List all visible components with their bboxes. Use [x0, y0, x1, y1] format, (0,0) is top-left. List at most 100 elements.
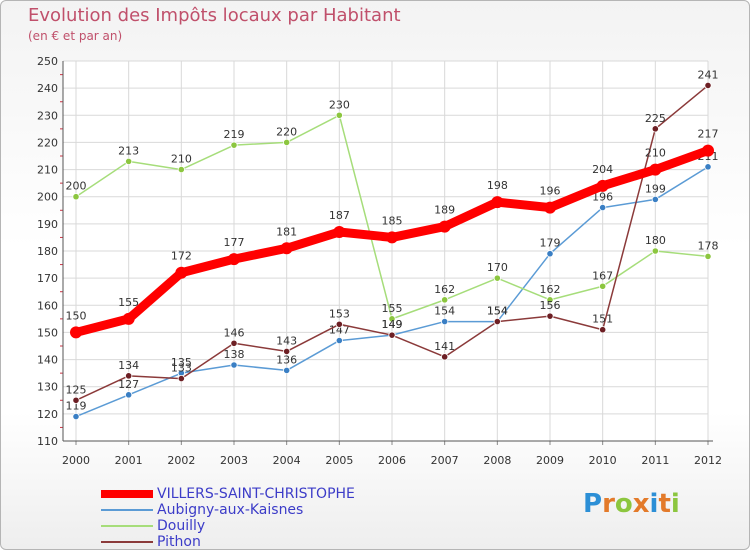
data-point-aubigny-aux-kaisnes — [599, 203, 607, 212]
logo-letter: i — [649, 489, 659, 519]
data-label-pithon: 154 — [487, 305, 508, 318]
data-point-pithon — [125, 372, 133, 380]
data-point-villers-saint-christophe — [491, 196, 504, 209]
data-point-pithon — [441, 353, 449, 361]
data-label-pithon: 125 — [66, 383, 87, 396]
proxiti-logo: Proxiti — [583, 489, 680, 519]
data-label-villers-saint-christophe: 155 — [118, 296, 139, 309]
y-tick-label: 170 — [37, 272, 58, 285]
data-point-douilly — [546, 296, 554, 304]
data-point-aubigny-aux-kaisnes — [125, 391, 133, 399]
data-point-aubigny-aux-kaisnes — [441, 317, 449, 326]
data-label-douilly: 162 — [434, 283, 455, 296]
chart-title: Evolution des Impôts locaux par Habitant — [28, 5, 401, 26]
data-point-villers-saint-christophe — [280, 242, 293, 255]
chart-subtitle: (en € et par an) — [28, 29, 123, 43]
data-point-pithon — [283, 347, 291, 356]
legend-label: VILLERS-SAINT-CHRISTOPHE — [157, 486, 355, 502]
data-point-pithon — [230, 339, 238, 347]
data-label-pithon: 153 — [329, 307, 350, 320]
data-label-villers-saint-christophe: 187 — [329, 209, 350, 222]
legend-label: Douilly — [157, 518, 206, 534]
data-label-aubigny-aux-kaisnes: 196 — [592, 191, 613, 204]
data-point-douilly — [230, 141, 238, 149]
data-point-pithon — [335, 320, 343, 328]
data-label-aubigny-aux-kaisnes: 135 — [171, 356, 192, 369]
data-label-villers-saint-christophe: 210 — [645, 147, 666, 160]
data-label-aubigny-aux-kaisnes: 154 — [487, 305, 508, 318]
data-point-villers-saint-christophe — [333, 226, 346, 238]
data-point-douilly — [651, 247, 659, 255]
data-label-pithon: 143 — [276, 334, 297, 347]
logo-letter: P — [583, 489, 603, 519]
data-point-villers-saint-christophe — [70, 326, 82, 339]
legend-item: Pithon — [101, 534, 355, 550]
data-point-douilly — [441, 296, 449, 304]
x-tick-label: 2006 — [378, 454, 406, 467]
data-label-villers-saint-christophe: 185 — [382, 214, 403, 227]
data-label-pithon: 134 — [118, 359, 139, 372]
data-label-douilly: 167 — [592, 269, 613, 282]
data-label-pithon: 151 — [592, 313, 613, 326]
data-point-aubigny-aux-kaisnes — [651, 195, 659, 204]
x-tick-label: 2002 — [167, 454, 195, 467]
x-tick-label: 2004 — [273, 454, 301, 467]
data-label-douilly: 210 — [171, 153, 192, 166]
data-label-pithon: 133 — [171, 362, 192, 375]
y-tick-label: 160 — [37, 299, 58, 312]
data-label-aubigny-aux-kaisnes: 179 — [540, 237, 561, 250]
data-label-douilly: 200 — [66, 180, 87, 193]
data-point-pithon — [72, 396, 80, 404]
y-tick-label: 240 — [37, 82, 58, 95]
data-point-aubigny-aux-kaisnes — [704, 163, 712, 171]
data-label-douilly: 213 — [118, 144, 139, 157]
y-tick-label: 220 — [37, 136, 58, 149]
y-tick-label: 140 — [37, 354, 58, 367]
data-label-villers-saint-christophe: 181 — [276, 225, 297, 238]
legend-swatch — [101, 509, 153, 511]
data-point-villers-saint-christophe — [702, 144, 714, 157]
data-point-villers-saint-christophe — [175, 266, 188, 279]
x-tick-label: 2005 — [325, 454, 353, 467]
data-label-aubigny-aux-kaisnes: 127 — [118, 378, 139, 391]
x-tick-label: 2007 — [431, 454, 459, 467]
data-label-aubigny-aux-kaisnes: 136 — [276, 353, 297, 366]
data-point-pithon — [704, 81, 712, 90]
data-point-douilly — [125, 157, 133, 166]
data-label-villers-saint-christophe: 172 — [171, 250, 192, 263]
data-label-douilly: 155 — [382, 302, 403, 315]
y-tick-label: 210 — [37, 164, 58, 177]
data-point-villers-saint-christophe — [228, 253, 240, 266]
legend-label: Pithon — [157, 534, 201, 550]
data-label-douilly: 220 — [276, 125, 297, 138]
data-label-douilly: 230 — [329, 98, 350, 111]
logo-letter: i — [670, 489, 680, 519]
data-point-pithon — [546, 312, 554, 320]
legend-label: Aubigny-aux-Kaisnes — [157, 502, 304, 518]
x-tick-label: 2012 — [694, 454, 722, 467]
x-tick-label: 2010 — [589, 454, 617, 467]
data-point-aubigny-aux-kaisnes — [283, 366, 291, 375]
data-point-douilly — [704, 252, 712, 261]
data-label-pithon: 146 — [224, 326, 245, 339]
data-label-villers-saint-christophe: 198 — [487, 179, 508, 192]
x-tick-label: 2008 — [483, 454, 511, 467]
y-tick-label: 250 — [37, 55, 58, 68]
data-label-pithon: 225 — [645, 112, 666, 125]
legend-item: VILLERS-SAINT-CHRISTOPHE — [101, 486, 355, 502]
data-label-villers-saint-christophe: 150 — [66, 309, 87, 322]
data-point-douilly — [335, 111, 343, 119]
data-label-villers-saint-christophe: 196 — [540, 185, 561, 198]
x-tick-label: 2003 — [220, 454, 248, 467]
legend-item: Douilly — [101, 518, 355, 534]
data-point-douilly — [177, 165, 185, 174]
legend-item: Aubigny-aux-Kaisnes — [101, 502, 355, 518]
x-tick-label: 2000 — [62, 454, 90, 467]
logo-letter: o — [614, 489, 633, 519]
y-tick-label: 230 — [37, 109, 58, 122]
x-tick-label: 2009 — [536, 454, 564, 467]
data-label-pithon: 149 — [382, 318, 403, 331]
data-point-aubigny-aux-kaisnes — [72, 412, 80, 421]
